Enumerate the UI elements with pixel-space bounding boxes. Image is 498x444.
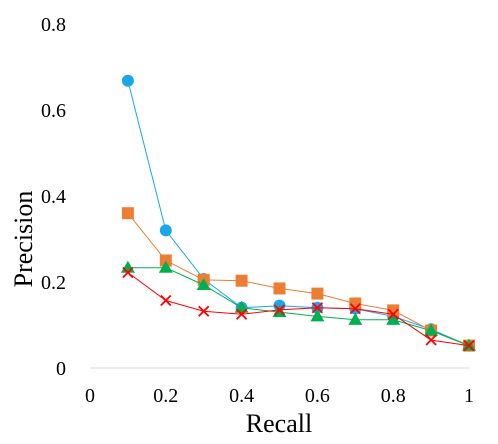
data-point-triangle: [424, 323, 439, 336]
series-layer: [120, 74, 476, 352]
data-point-triangle: [158, 260, 173, 273]
y-tick-label: 0.4: [41, 186, 66, 208]
data-point-triangle: [348, 312, 363, 325]
data-point-x: [349, 303, 361, 315]
data-point-square: [235, 274, 248, 287]
series-circle: [121, 74, 475, 352]
data-point-x: [311, 302, 324, 314]
series-line: [127, 272, 470, 347]
data-point-x: [463, 340, 475, 352]
data-point-x: [273, 304, 286, 316]
x-tick-label: 0: [85, 385, 95, 407]
x-tick-label: 1: [464, 385, 474, 407]
axes: 0 0.2 0.4 0.6 0.8 1 0 0.2 0.4 0.6 0.8: [41, 14, 474, 407]
data-point-x: [235, 308, 248, 320]
data-point-triangle: [196, 278, 211, 291]
series-square: [121, 207, 475, 352]
series-line: [127, 267, 470, 347]
data-point-x: [122, 266, 134, 279]
y-axis-label: Precision: [9, 191, 38, 288]
series-triangle: [120, 260, 476, 351]
y-tick-label: 0.8: [41, 14, 66, 36]
data-point-triangle: [386, 312, 401, 325]
data-point-square: [273, 282, 286, 295]
data-point-x: [198, 305, 210, 317]
x-tick-label: 0.6: [305, 385, 330, 407]
data-point-x: [160, 294, 172, 307]
x-tick-label: 0.8: [381, 385, 406, 407]
data-point-circle: [159, 224, 172, 237]
x-tick-label: 0.4: [229, 385, 254, 407]
series-line: [127, 80, 470, 347]
data-point-triangle: [310, 309, 325, 322]
data-point-x: [387, 308, 399, 320]
data-point-square: [121, 207, 134, 220]
y-tick-label: 0.2: [41, 272, 66, 294]
x-axis-label: Recall: [246, 409, 312, 438]
y-tick-label: 0.6: [41, 100, 66, 122]
y-tick-label: 0: [56, 358, 66, 380]
data-point-square: [159, 254, 172, 267]
data-point-square: [311, 287, 324, 300]
data-point-triangle: [120, 260, 135, 273]
data-point-circle: [121, 74, 134, 87]
series-line: [127, 212, 470, 347]
data-point-x: [425, 334, 437, 346]
series-x: [122, 266, 475, 352]
x-tick-label: 0.2: [153, 385, 178, 407]
